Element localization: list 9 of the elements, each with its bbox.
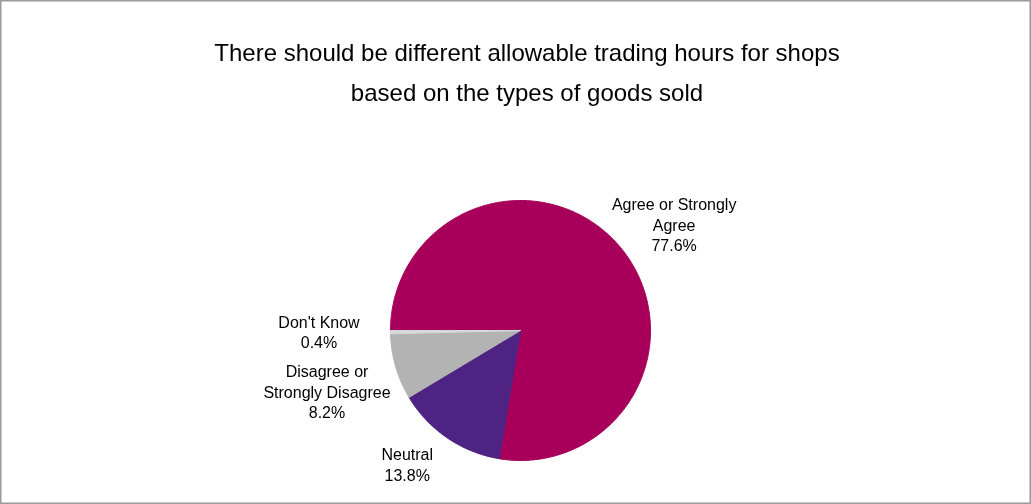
slice-label: Disagree or Strongly Disagree bbox=[263, 363, 391, 401]
data-label: 0.4% bbox=[300, 334, 338, 352]
data-label: 8.2% bbox=[308, 404, 346, 422]
slice-label: Neutral bbox=[381, 446, 434, 464]
slice-label: Don't Know bbox=[278, 313, 361, 331]
slice-label: Agree or Strongly Agree bbox=[611, 196, 737, 234]
chart-title: There should be different allowable trading hours for shops based on the types of goods sold bbox=[214, 38, 840, 106]
data-label: 77.6% bbox=[651, 237, 697, 255]
data-label: 13.8% bbox=[384, 466, 430, 484]
